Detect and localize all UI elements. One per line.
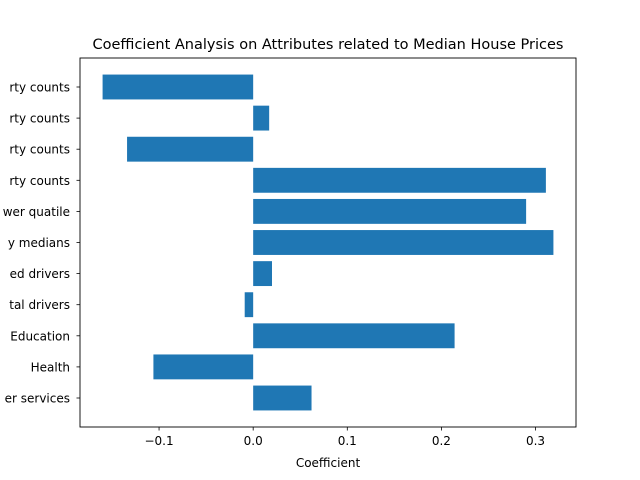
y-tick-label: y medians: [8, 236, 70, 250]
bar: [253, 230, 554, 255]
y-tick-label: rty counts: [9, 81, 70, 95]
x-tick-label: −0.1: [144, 434, 173, 448]
y-tick-label: Health: [31, 360, 70, 374]
bar: [253, 198, 527, 224]
y-tick-label: wer quatile: [3, 205, 70, 219]
bar: [102, 74, 254, 100]
y-tick-label: Education: [10, 329, 70, 343]
bars-layer: [102, 74, 554, 411]
x-axis: −0.1 0.0 0.1 0.2 0.3: [144, 427, 545, 448]
x-axis-label: Coefficient: [296, 456, 361, 470]
x-tick-label: 0.0: [244, 434, 263, 448]
bar: [127, 136, 254, 162]
y-axis: er services Health Education tal drivers ed …: [3, 81, 80, 406]
y-tick-label: rty counts: [9, 174, 70, 188]
y-tick-label: ed drivers: [10, 267, 70, 281]
y-tick-label: tal drivers: [9, 298, 70, 312]
x-tick-label: 0.1: [338, 434, 357, 448]
y-tick-label: er services: [5, 392, 70, 406]
y-tick-label: rty counts: [9, 112, 70, 126]
x-tick-label: 0.2: [432, 434, 451, 448]
bar: [253, 105, 270, 131]
x-tick-label: 0.3: [526, 434, 545, 448]
bar: [253, 261, 272, 287]
y-tick-label: rty counts: [9, 143, 70, 157]
bar: [253, 323, 455, 349]
chart-title: Coefficient Analysis on Attributes relat…: [93, 37, 564, 53]
plot-area-frame: [79, 57, 577, 428]
bar: [253, 167, 546, 193]
bar: [153, 354, 254, 380]
bar: [253, 385, 312, 411]
bar: [244, 292, 254, 318]
